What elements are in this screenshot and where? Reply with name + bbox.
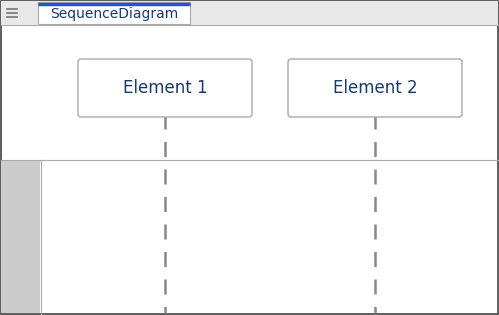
Bar xyxy=(38,2,190,24)
Bar xyxy=(1,1,498,25)
Text: SequenceDiagram: SequenceDiagram xyxy=(50,7,178,21)
Text: Element 2: Element 2 xyxy=(333,79,417,97)
Bar xyxy=(1,160,40,313)
FancyBboxPatch shape xyxy=(78,59,252,117)
FancyBboxPatch shape xyxy=(288,59,462,117)
Text: Element 1: Element 1 xyxy=(123,79,207,97)
